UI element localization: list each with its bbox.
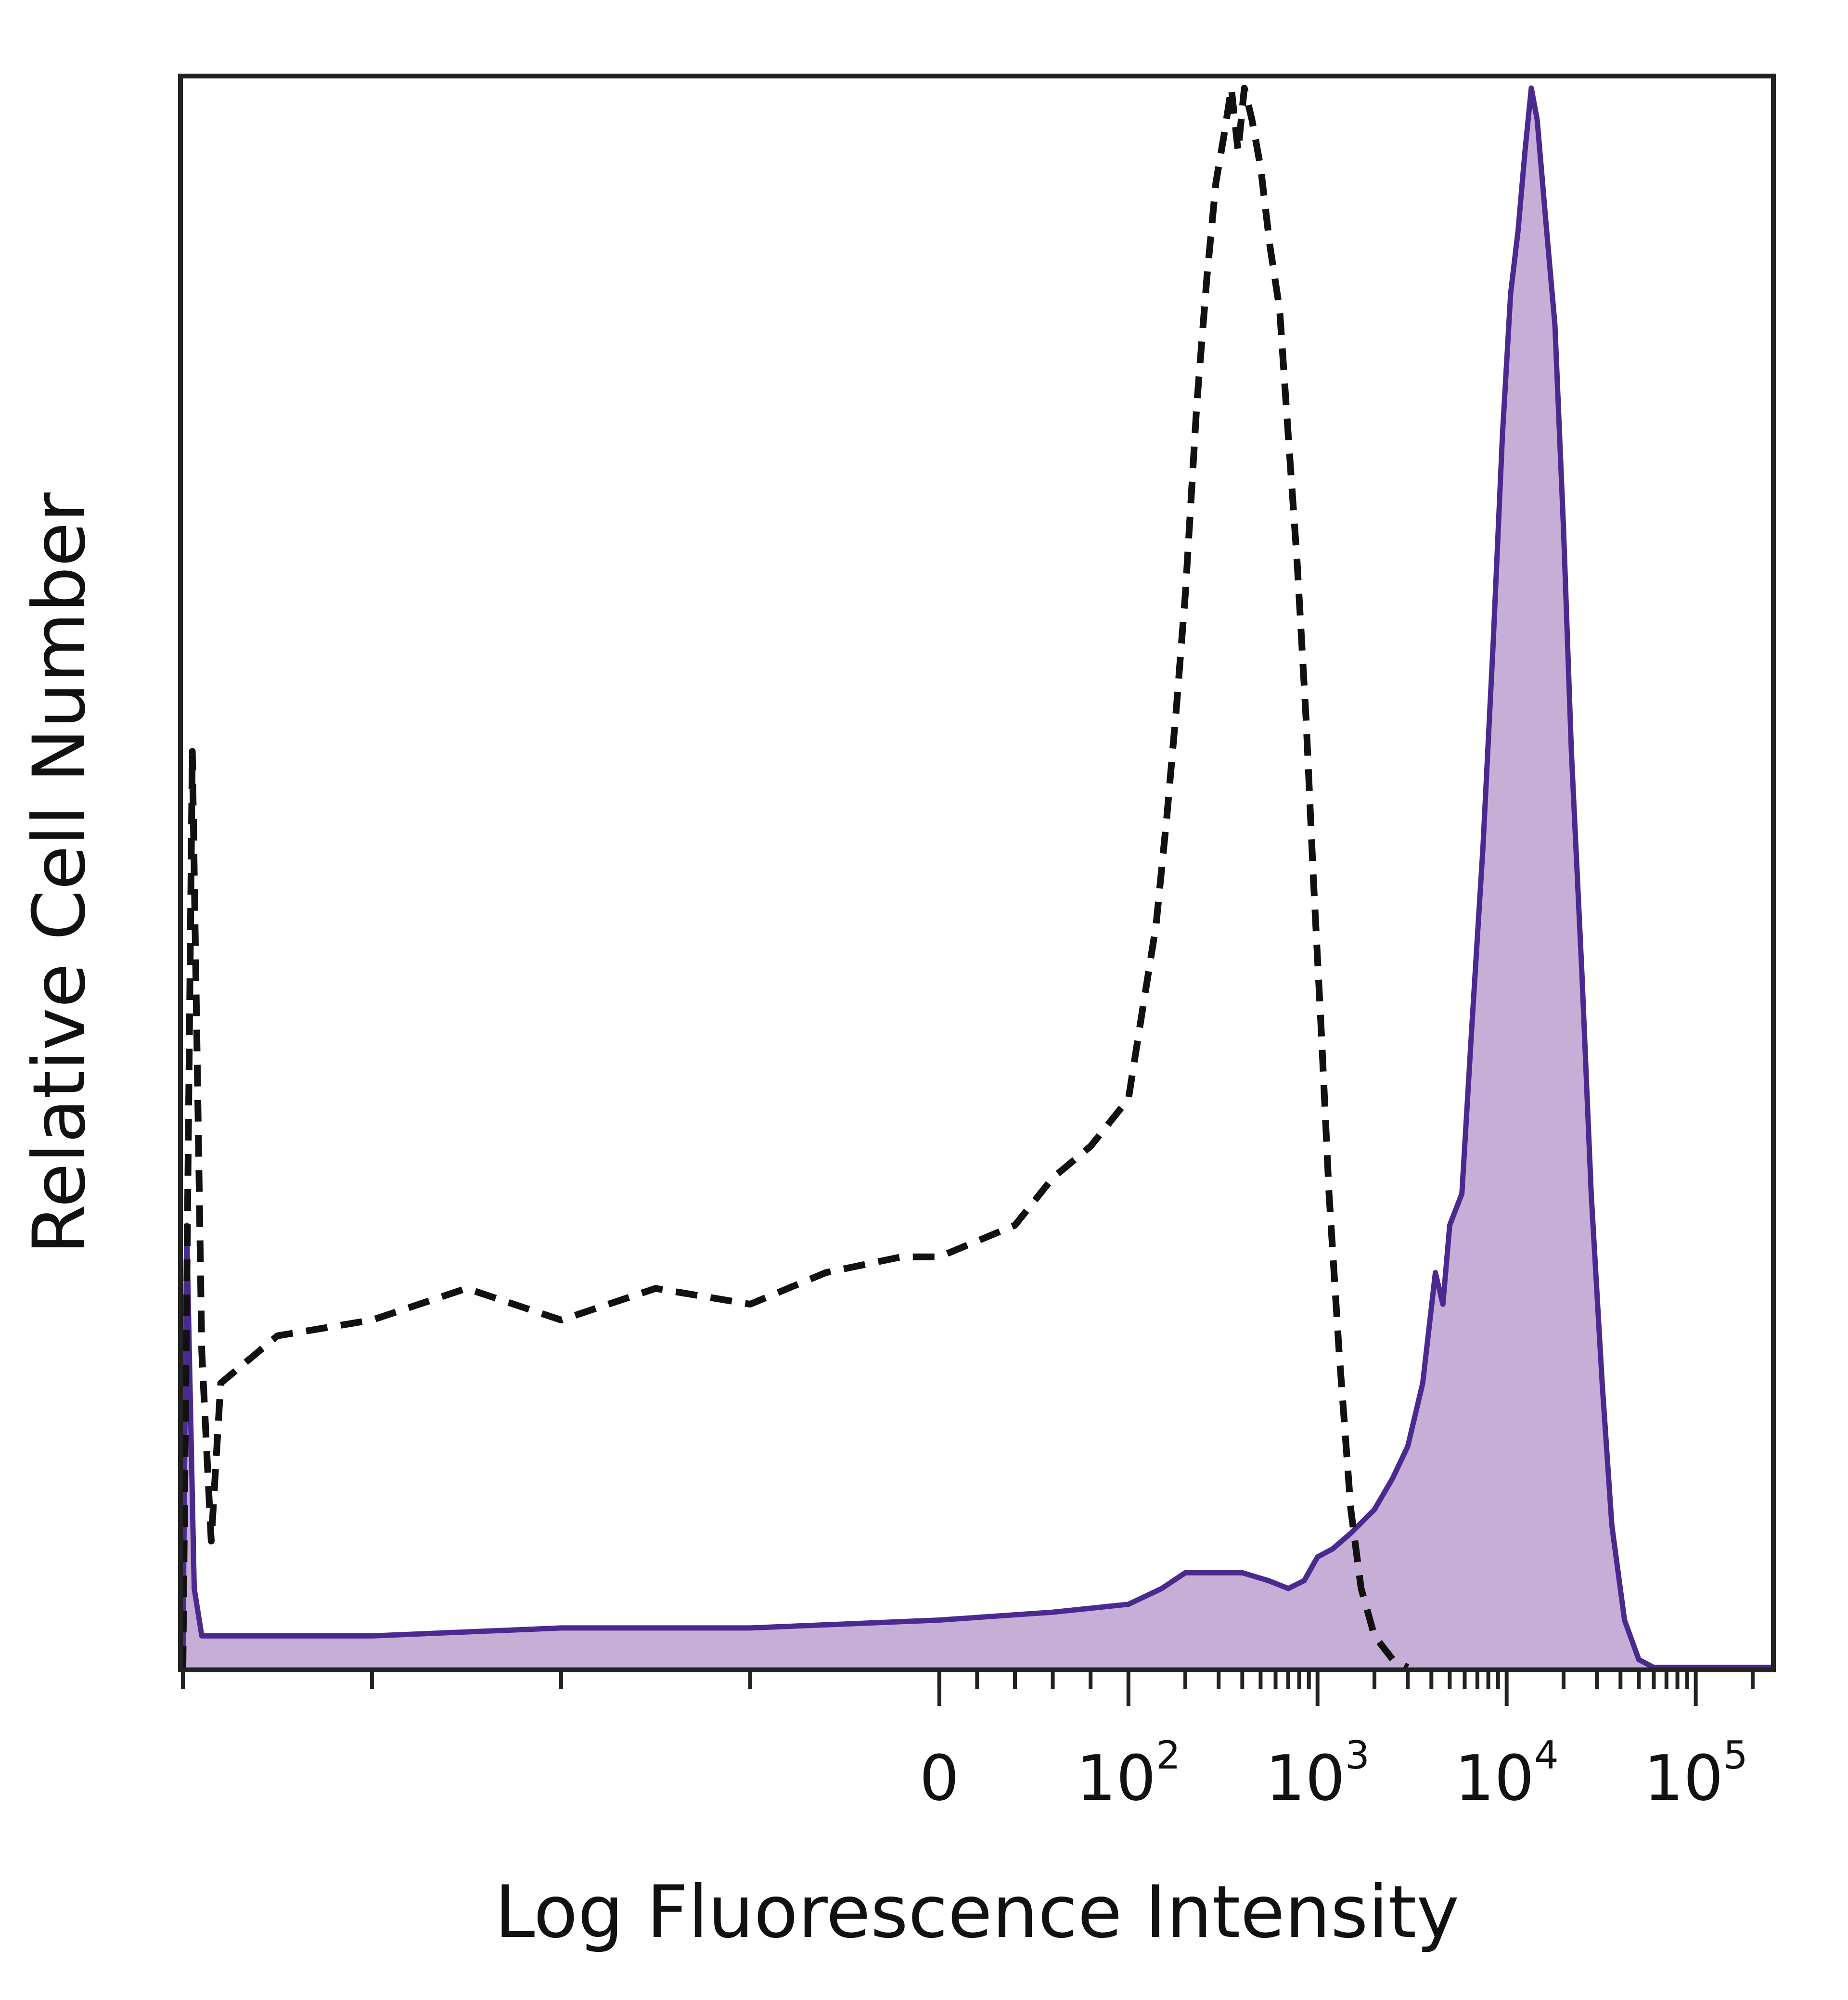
stained-histogram-line bbox=[180, 85, 1771, 1670]
stained-histogram-fill bbox=[183, 88, 1771, 1667]
x-tick-label: 104 bbox=[1455, 1733, 1559, 1815]
x-tick-label: 105 bbox=[1643, 1733, 1747, 1815]
x-tick-label: 103 bbox=[1266, 1733, 1370, 1815]
x-axis: 0 102 103 104 105 bbox=[181, 1670, 1755, 1815]
plot-area bbox=[180, 85, 1771, 1671]
control-histogram-line bbox=[180, 85, 1410, 1671]
y-axis-title: Relative Cell Number bbox=[18, 492, 102, 1255]
x-tick-label: 0 bbox=[919, 1742, 959, 1815]
x-axis-title: Log Fluorescence Intensity bbox=[495, 1871, 1459, 1954]
x-tick-label: 102 bbox=[1077, 1733, 1181, 1815]
